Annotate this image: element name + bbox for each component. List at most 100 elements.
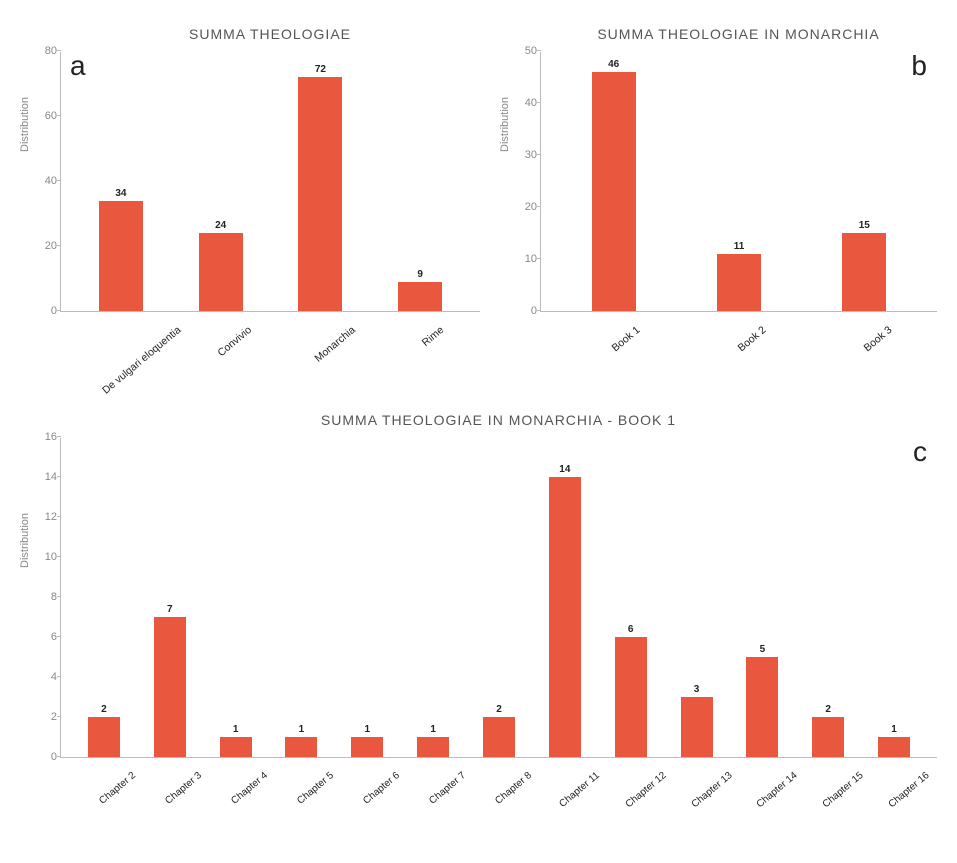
chart-title-b: SUMMA THEOLOGIAE IN MONARCHIA [540, 26, 937, 42]
y-tick-mark [57, 596, 61, 597]
bar-slot: 1 [269, 438, 335, 757]
y-tick-mark [57, 476, 61, 477]
bar [285, 737, 317, 757]
x-tick-label: Book 2 [676, 318, 802, 396]
y-tick-mark [57, 756, 61, 757]
x-tick-label: De vulgari eloquentia [70, 318, 170, 396]
bar [878, 737, 910, 757]
bars-container-b: 46 11 15 [541, 52, 937, 311]
bar-value-label: 46 [608, 59, 619, 70]
bar [154, 617, 186, 757]
chart-title-a: SUMMA THEOLOGIAE [60, 26, 480, 42]
bar-slot: 1 [861, 438, 927, 757]
bar-slot: 1 [203, 438, 269, 757]
y-tick-mark [57, 50, 61, 51]
y-tick-label: 30 [511, 149, 537, 161]
bar [549, 477, 581, 757]
bar-slot: 11 [676, 52, 801, 311]
bar-value-label: 9 [417, 269, 423, 280]
bar [88, 717, 120, 757]
bar-value-label: 3 [694, 684, 700, 695]
y-tick-label: 4 [31, 671, 57, 683]
bar-slot: 1 [400, 438, 466, 757]
bar [351, 737, 383, 757]
y-tick-mark [57, 310, 61, 311]
bar-value-label: 72 [315, 64, 326, 75]
y-tick-mark [57, 180, 61, 181]
x-tick-label: Book 1 [550, 318, 676, 396]
bar-value-label: 11 [734, 241, 745, 252]
bar-slot: 3 [664, 438, 730, 757]
bar-slot: 1 [334, 438, 400, 757]
y-tick-label: 0 [31, 305, 57, 317]
plot-area-a: Distribution 3424729 020406080 [60, 52, 480, 312]
y-tick-label: 40 [511, 97, 537, 109]
bar [99, 201, 143, 312]
x-tick-label: Chapter 2 [70, 764, 136, 842]
y-tick-label: 14 [31, 471, 57, 483]
y-tick-label: 40 [31, 175, 57, 187]
bar-slot: 7 [137, 438, 203, 757]
y-axis-label-c: Distribution [19, 512, 31, 567]
bar-value-label: 2 [825, 704, 831, 715]
bar-value-label: 14 [559, 464, 570, 475]
y-tick-label: 10 [511, 253, 537, 265]
y-tick-mark [537, 310, 541, 311]
bar-slot: 2 [71, 438, 137, 757]
bar [592, 72, 636, 311]
bar-slot: 24 [171, 52, 271, 311]
bar-slot: 72 [271, 52, 371, 311]
y-tick-label: 50 [511, 45, 537, 57]
y-tick-label: 10 [31, 551, 57, 563]
y-tick-label: 60 [31, 110, 57, 122]
y-tick-mark [537, 154, 541, 155]
bar [812, 717, 844, 757]
panel-a: SUMMA THEOLOGIAE a Distribution 3424729 … [10, 10, 490, 396]
bar-value-label: 24 [215, 220, 226, 231]
x-tick-label: Book 3 [801, 318, 927, 396]
y-tick-mark [537, 50, 541, 51]
y-tick-mark [57, 556, 61, 557]
bar-value-label: 5 [760, 644, 766, 655]
bar [681, 697, 713, 757]
bars-container-c: 2 7 1 1 1 1 2 14 6 3 5 2 1 [61, 438, 937, 757]
bar-value-label: 1 [430, 724, 436, 735]
y-tick-mark [57, 636, 61, 637]
bar-value-label: 2 [101, 704, 107, 715]
plot-area-c: Distribution 27111121463521 024681012141… [60, 438, 937, 758]
y-tick-label: 0 [31, 751, 57, 763]
bar-slot: 15 [802, 52, 927, 311]
bar-value-label: 1 [365, 724, 371, 735]
y-tick-label: 2 [31, 711, 57, 723]
panel-c: SUMMA THEOLOGIAE IN MONARCHIA - BOOK 1 c… [10, 396, 947, 842]
y-tick-label: 20 [31, 240, 57, 252]
y-tick-label: 16 [31, 431, 57, 443]
panel-b: SUMMA THEOLOGIAE IN MONARCHIA b Distribu… [490, 10, 947, 396]
bar-value-label: 6 [628, 624, 634, 635]
bar-value-label: 1 [299, 724, 305, 735]
bar-slot: 2 [795, 438, 861, 757]
bar-value-label: 1 [891, 724, 897, 735]
bar-slot: 5 [729, 438, 795, 757]
bar-value-label: 1 [233, 724, 239, 735]
bar-value-label: 15 [859, 220, 870, 231]
chart-title-c: SUMMA THEOLOGIAE IN MONARCHIA - BOOK 1 [60, 412, 937, 428]
plot-area-b: Distribution 461115 01020304050 [540, 52, 937, 312]
y-tick-mark [57, 436, 61, 437]
bar [220, 737, 252, 757]
y-tick-label: 8 [31, 591, 57, 603]
bar-slot: 14 [532, 438, 598, 757]
y-tick-label: 0 [511, 305, 537, 317]
bar [398, 282, 442, 311]
y-tick-mark [57, 115, 61, 116]
bar [417, 737, 449, 757]
y-tick-mark [57, 245, 61, 246]
bar-slot: 34 [71, 52, 171, 311]
bar [717, 254, 761, 311]
y-tick-mark [57, 516, 61, 517]
bar [483, 717, 515, 757]
y-axis-label-b: Distribution [499, 96, 511, 151]
y-tick-mark [57, 676, 61, 677]
bar-value-label: 2 [496, 704, 502, 715]
y-tick-mark [537, 258, 541, 259]
